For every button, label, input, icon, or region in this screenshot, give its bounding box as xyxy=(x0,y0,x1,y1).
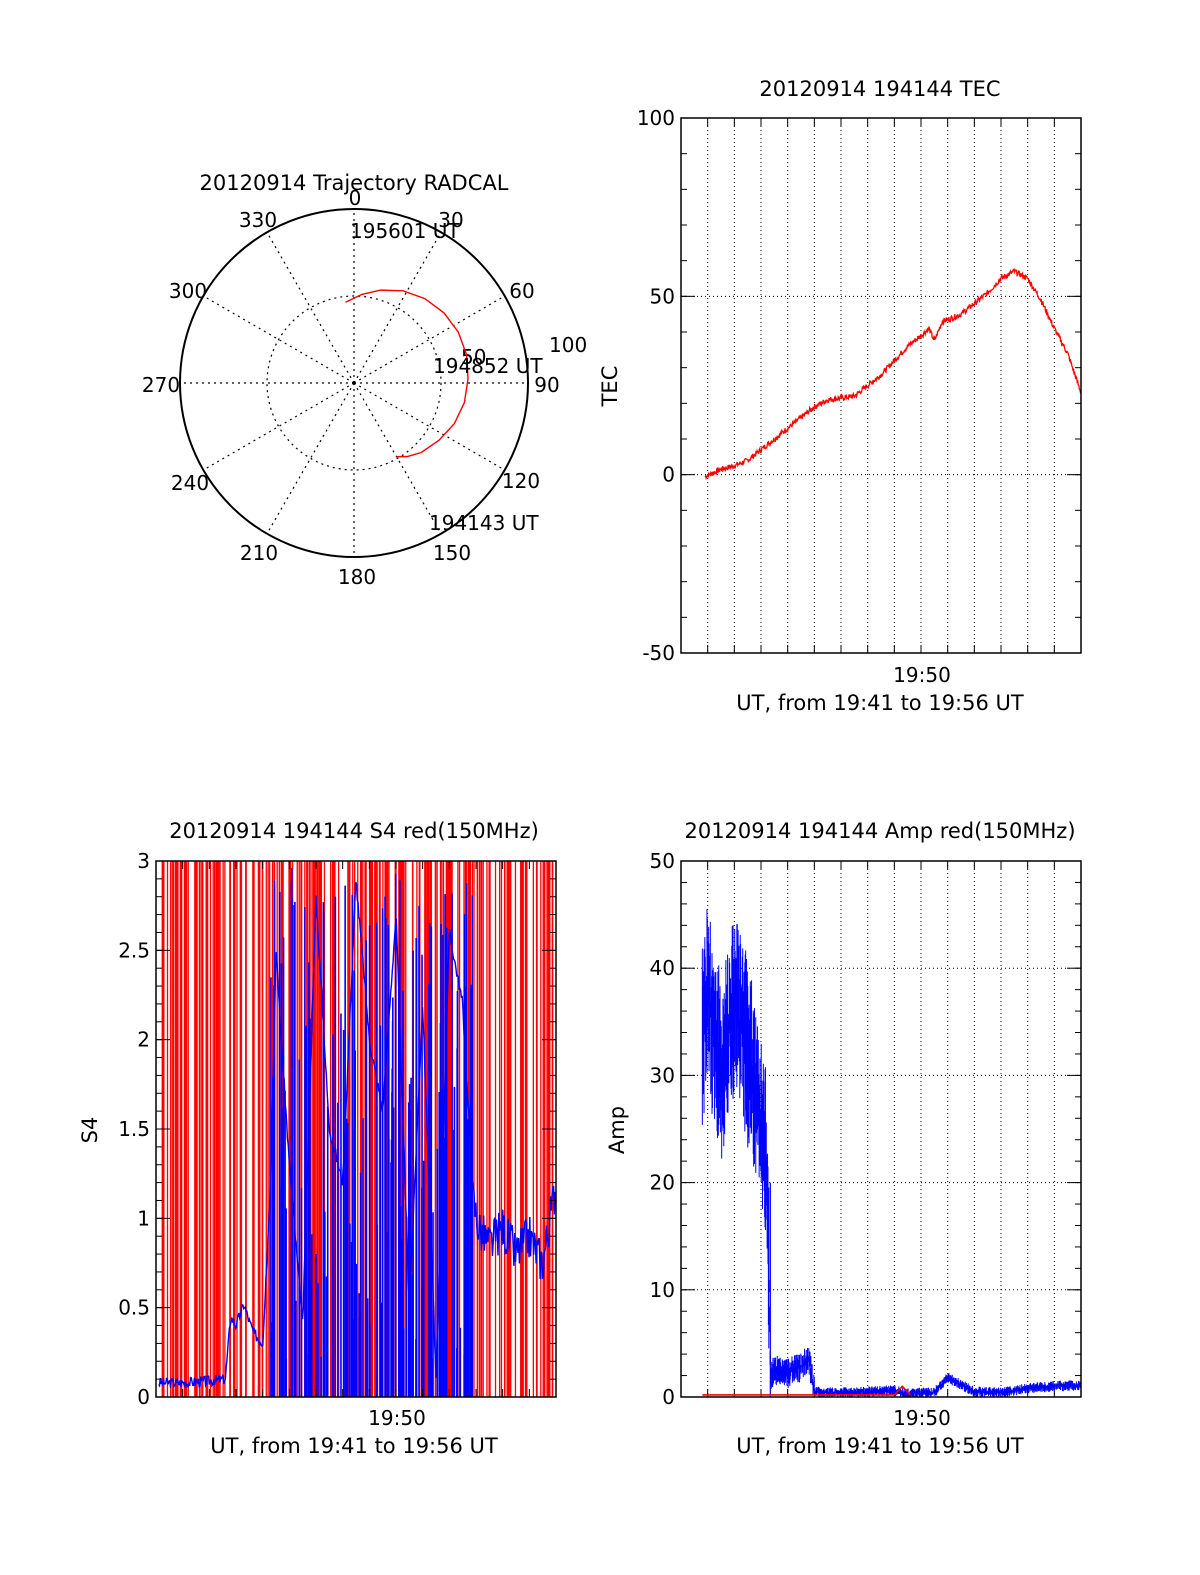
amp-ytick-label: 10 xyxy=(650,1278,675,1302)
amp-panel: 20120914 194144 Amp red(150MHz) 0 10 20 30 4… xyxy=(605,819,1082,1458)
polar-spoke-60 xyxy=(353,295,505,384)
s4-ytick-label: 1 xyxy=(137,1206,150,1230)
polar-angle-label-210: 210 xyxy=(240,541,278,565)
amp-grid xyxy=(681,861,1081,1397)
polar-angle-label-0: 0 xyxy=(349,186,362,210)
tec-plot-frame xyxy=(680,117,1082,654)
polar-spoke-240 xyxy=(203,382,355,471)
s4-xlabel: UT, from 19:41 to 19:56 UT xyxy=(210,1434,498,1458)
trajectory-label-end: 195601 UT xyxy=(350,219,460,243)
tec-ytick-label: 100 xyxy=(637,106,675,130)
amp-ylabel: Amp xyxy=(605,1106,629,1154)
s4-plot-frame xyxy=(155,860,557,1398)
tec-grid xyxy=(681,118,1081,653)
polar-spoke-300 xyxy=(203,295,355,384)
polar-title: 20120914 Trajectory RADCAL xyxy=(200,171,509,195)
amp-ytick-label: 20 xyxy=(650,1171,675,1195)
s4-ytick-label: 3 xyxy=(137,849,150,873)
polar-spoke-210 xyxy=(266,382,355,534)
polar-angle-label-150: 150 xyxy=(433,541,471,565)
s4-ytick-labels: 0 0.5 1 1.5 2 2.5 3 xyxy=(118,849,150,1409)
tec-ytick-label: -50 xyxy=(642,641,675,665)
tec-xlabel: UT, from 19:41 to 19:56 UT xyxy=(736,691,1024,715)
polar-angle-label-240: 240 xyxy=(171,471,209,495)
polar-angle-label-300: 300 xyxy=(169,279,207,303)
polar-spoke-150 xyxy=(353,382,442,534)
s4-xtick-label: 19:50 xyxy=(368,1406,426,1430)
amp-xtick-label: 19:50 xyxy=(893,1406,951,1430)
s4-ytick-label: 1.5 xyxy=(118,1117,150,1141)
amp-ticks xyxy=(681,860,1081,1398)
polar-angle-label-120: 120 xyxy=(502,469,540,493)
tec-ytick-label: 50 xyxy=(650,284,675,308)
s4-red-series xyxy=(161,861,554,1397)
polar-angle-label-270: 270 xyxy=(142,373,180,397)
tec-ytick-label: 0 xyxy=(662,463,675,487)
polar-trajectory-line xyxy=(345,289,469,458)
amp-ytick-label: 50 xyxy=(650,849,675,873)
amp-ytick-label: 30 xyxy=(650,1063,675,1087)
s4-title: 20120914 194144 S4 red(150MHz) xyxy=(169,819,539,843)
s4-ytick-label: 0.5 xyxy=(118,1296,150,1320)
polar-panel: 20120914 Trajectory RADCAL 0 30 60 90 120 150… xyxy=(142,171,587,589)
polar-spoke-30 xyxy=(353,232,442,384)
polar-spoke-330 xyxy=(266,232,355,384)
amp-blue-series xyxy=(701,909,1082,1397)
s4-blue-series-line xyxy=(158,881,557,1388)
polar-grid xyxy=(180,209,528,557)
tec-xtick-label: 19:50 xyxy=(893,663,951,687)
polar-angle-label-330: 330 xyxy=(239,208,277,232)
polar-radius-label-50: 50 xyxy=(461,345,486,369)
polar-angle-label-180: 180 xyxy=(338,565,376,589)
polar-radius-label-100: 100 xyxy=(549,333,587,357)
amp-ytick-label: 0 xyxy=(662,1385,675,1409)
tec-panel: 20120914 194144 TEC -50 0 50 100 19:50 UT, … xyxy=(598,77,1082,715)
tec-ticks xyxy=(681,117,1081,654)
amp-title: 20120914 194144 Amp red(150MHz) xyxy=(684,819,1075,843)
amp-ytick-label: 40 xyxy=(650,956,675,980)
s4-ylabel: S4 xyxy=(78,1117,102,1144)
trajectory-label-mid: 194852 UT xyxy=(433,354,543,378)
s4-ytick-label: 2.5 xyxy=(118,938,150,962)
polar-outer-circle xyxy=(179,208,529,558)
polar-angle-label-90: 90 xyxy=(534,373,559,397)
s4-panel: 20120914 194144 S4 red(150MHz) 0 0.5 1 1.5 2… xyxy=(78,819,557,1458)
polar-spoke-120 xyxy=(353,382,505,471)
polar-inner-circle xyxy=(266,295,442,471)
tec-ytick-labels: -50 0 50 100 xyxy=(637,106,675,665)
tec-title: 20120914 194144 TEC xyxy=(759,77,1000,101)
amp-red-series-line xyxy=(702,1385,911,1396)
tec-series-line xyxy=(704,267,1082,481)
amp-plot-frame xyxy=(680,860,1082,1398)
tec-ylabel: TEC xyxy=(598,366,622,408)
s4-ytick-label: 2 xyxy=(137,1028,150,1052)
s4-blue-dense-block xyxy=(270,868,474,1397)
polar-angle-label-30: 30 xyxy=(438,208,463,232)
s4-ytick-label: 0 xyxy=(137,1385,150,1409)
polar-angle-labels: 0 30 60 90 120 150 180 210 240 270 300 330 xyxy=(142,186,560,589)
trajectory-label-start: 194143 UT xyxy=(429,511,539,535)
polar-angle-label-60: 60 xyxy=(509,279,534,303)
amp-ytick-labels: 0 10 20 30 40 50 xyxy=(650,849,675,1409)
amp-xlabel: UT, from 19:41 to 19:56 UT xyxy=(736,1434,1024,1458)
